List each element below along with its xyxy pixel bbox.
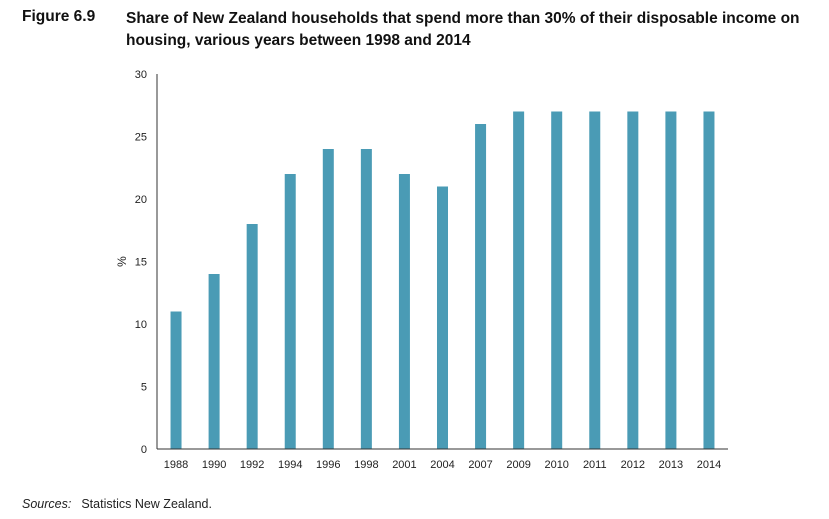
bar [437,186,448,449]
x-tick-label: 2004 [430,459,454,471]
bar [703,111,715,449]
x-tick-label: 1990 [202,459,226,471]
x-tick-label: 2013 [659,459,683,471]
x-axis-ticks: 1988 1990 1992 1994 1996 1998 2001 2004 2007 2009… [164,459,721,471]
bar [398,174,410,449]
figure-title: Share of New Zealand households that spe… [126,10,800,49]
bar [284,174,296,449]
sources-label: Sources: [22,497,72,511]
bar [551,111,563,449]
bar [170,311,182,449]
x-tick-label: 2011 [583,459,607,471]
x-tick-label: 1994 [278,459,302,471]
bar [360,149,372,449]
x-tick-label: 1988 [164,459,188,471]
y-tick-label: 30 [135,69,147,81]
y-tick-label: 25 [135,132,147,144]
y-tick-label: 0 [141,444,147,456]
bar [589,111,601,449]
bar [627,111,639,449]
bar [208,274,220,449]
bar [246,224,258,449]
x-tick-label: 2009 [506,459,530,471]
x-tick-label: 1996 [316,459,340,471]
y-tick-label: 5 [141,382,147,394]
x-tick-label: 2012 [621,459,645,471]
sources-text: Statistics New Zealand. [81,497,212,511]
x-tick-label: 2010 [544,459,568,471]
bars-group [170,111,715,449]
bar [475,124,487,449]
y-tick-label: 15 [135,257,147,269]
y-axis-ticks: 0 5 10 15 20 25 30 [135,69,147,456]
x-tick-label: 2001 [392,459,416,471]
x-tick-label: 1998 [354,459,378,471]
x-tick-label: 1992 [240,459,264,471]
x-tick-label: 2014 [697,459,721,471]
y-tick-label: 20 [135,194,147,206]
bar [322,149,334,449]
y-tick-label: 10 [135,319,147,331]
sources-note: Sources: Statistics New Zealand. [22,497,212,511]
bar [513,111,525,449]
y-axis-label: % [115,256,129,267]
x-tick-label: 2007 [468,459,492,471]
figure-label: Figure 6.9 [22,8,96,25]
bar [665,111,677,449]
